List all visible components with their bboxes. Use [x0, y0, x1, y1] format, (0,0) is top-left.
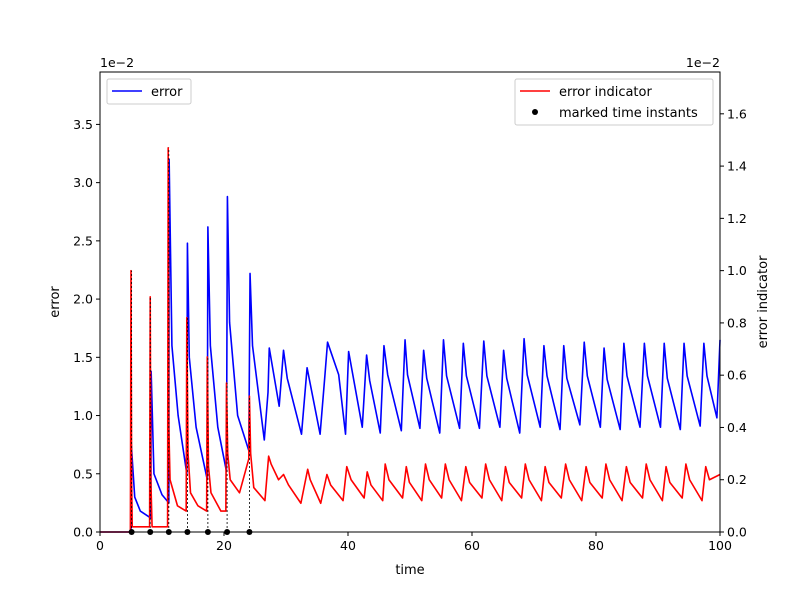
x-tick-label: 100	[708, 538, 732, 553]
legend-error-label: error	[151, 85, 183, 100]
x-tick-label: 0	[96, 538, 104, 553]
x-axis: 0 20 40 60 80 100	[96, 532, 732, 553]
left-tick-label: 0.5	[73, 466, 93, 481]
series-layer	[100, 147, 721, 533]
left-tick-label: 0.0	[73, 525, 93, 540]
right-tick-label: 0.0	[727, 525, 747, 540]
left-tick-label: 3.0	[73, 175, 93, 190]
legend-marked-dot	[532, 109, 538, 115]
left-offset-label: 1e−2	[100, 55, 134, 70]
left-tick-label: 2.5	[73, 233, 93, 248]
legend-left: error	[106, 78, 192, 105]
series-line-error-indicator	[100, 147, 721, 533]
right-tick-label: 0.4	[727, 420, 747, 435]
right-tick-label: 1.2	[727, 211, 747, 226]
markers-layer	[128, 147, 253, 535]
x-axis-title: time	[395, 563, 424, 578]
left-tick-label: 3.5	[73, 117, 93, 132]
legend-right: error indicator marked time instants	[514, 78, 714, 126]
right-tick-label: 0.2	[727, 472, 747, 487]
right-tick-label: 0.8	[727, 315, 747, 330]
right-offset-label: 1e−2	[686, 55, 720, 70]
series-line-error	[100, 158, 721, 533]
plot-frame	[99, 71, 721, 533]
right-tick-label: 1.4	[727, 159, 747, 174]
right-tick-label: 0.6	[727, 368, 747, 383]
legend-right-frame	[514, 78, 714, 126]
left-y-axis-title: error	[48, 286, 63, 318]
right-y-axis-title: error indicator	[756, 255, 771, 348]
right-tick-label: 1.0	[727, 263, 747, 278]
left-tick-label: 1.0	[73, 408, 93, 423]
x-tick-label: 80	[588, 538, 604, 553]
legend-error-indicator-label: error indicator	[559, 85, 652, 100]
left-y-axis: 0.0 0.5 1.0 1.5 2.0 2.5 3.0 3.5	[73, 117, 100, 540]
legend-marked-label: marked time instants	[559, 106, 698, 121]
x-tick-label: 60	[464, 538, 480, 553]
left-tick-label: 1.5	[73, 350, 93, 365]
left-tick-label: 2.0	[73, 292, 93, 307]
right-y-axis: 0.0 0.2 0.4 0.6 0.8 1.0 1.2 1.4 1.6	[720, 106, 747, 540]
legend-left-frame	[106, 78, 192, 105]
right-tick-label: 1.6	[727, 106, 747, 121]
x-tick-label: 20	[216, 538, 232, 553]
x-tick-label: 40	[340, 538, 356, 553]
